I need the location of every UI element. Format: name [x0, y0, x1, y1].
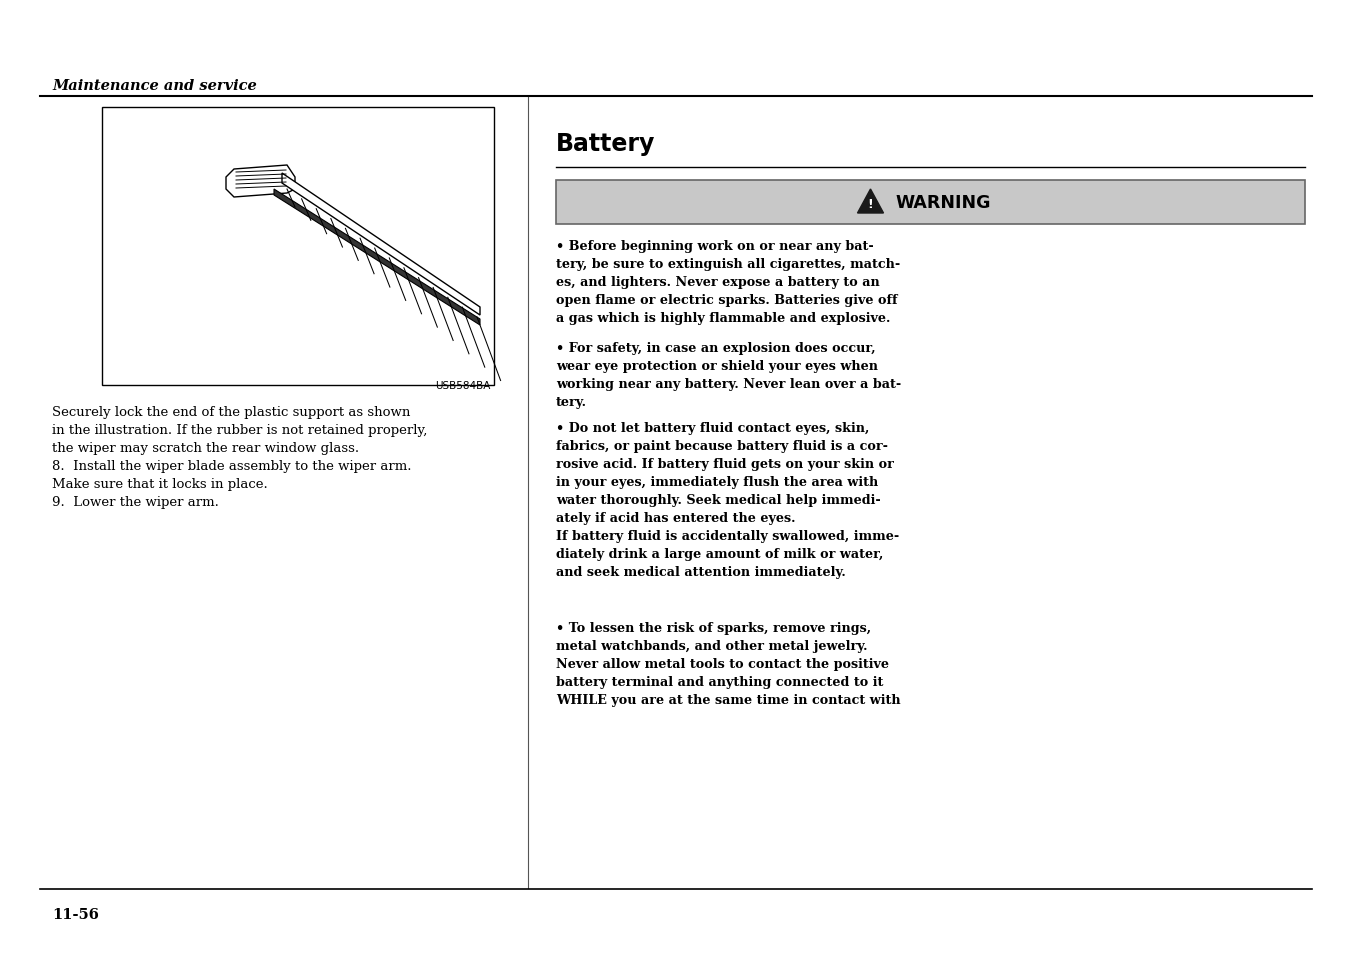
Text: USB584BA: USB584BA — [434, 380, 489, 391]
Text: • Do not let battery fluid contact eyes, skin,
fabrics, or paint because battery: • Do not let battery fluid contact eyes,… — [556, 421, 899, 578]
Polygon shape — [226, 166, 295, 198]
Text: • To lessen the risk of sparks, remove rings,
metal watchbands, and other metal : • To lessen the risk of sparks, remove r… — [556, 621, 900, 706]
FancyBboxPatch shape — [556, 181, 1305, 225]
Text: 9.  Lower the wiper arm.: 9. Lower the wiper arm. — [51, 496, 219, 509]
Text: 8.  Install the wiper blade assembly to the wiper arm.: 8. Install the wiper blade assembly to t… — [51, 459, 411, 473]
Text: • For safety, in case an explosion does occur,
wear eye protection or shield you: • For safety, in case an explosion does … — [556, 341, 902, 409]
Text: the wiper may scratch the rear window glass.: the wiper may scratch the rear window gl… — [51, 441, 360, 455]
Text: WARNING: WARNING — [895, 193, 991, 212]
Polygon shape — [274, 190, 480, 326]
Text: 11-56: 11-56 — [51, 907, 99, 921]
Polygon shape — [283, 173, 480, 315]
Text: Securely lock the end of the plastic support as shown: Securely lock the end of the plastic sup… — [51, 406, 411, 418]
Text: • Before beginning work on or near any bat-
tery, be sure to extinguish all ciga: • Before beginning work on or near any b… — [556, 240, 900, 325]
Polygon shape — [857, 190, 883, 213]
Text: Battery: Battery — [556, 132, 656, 156]
Text: !: ! — [868, 197, 873, 211]
Text: in the illustration. If the rubber is not retained properly,: in the illustration. If the rubber is no… — [51, 423, 427, 436]
Text: Maintenance and service: Maintenance and service — [51, 79, 257, 92]
FancyBboxPatch shape — [101, 108, 493, 386]
Text: Make sure that it locks in place.: Make sure that it locks in place. — [51, 477, 268, 491]
